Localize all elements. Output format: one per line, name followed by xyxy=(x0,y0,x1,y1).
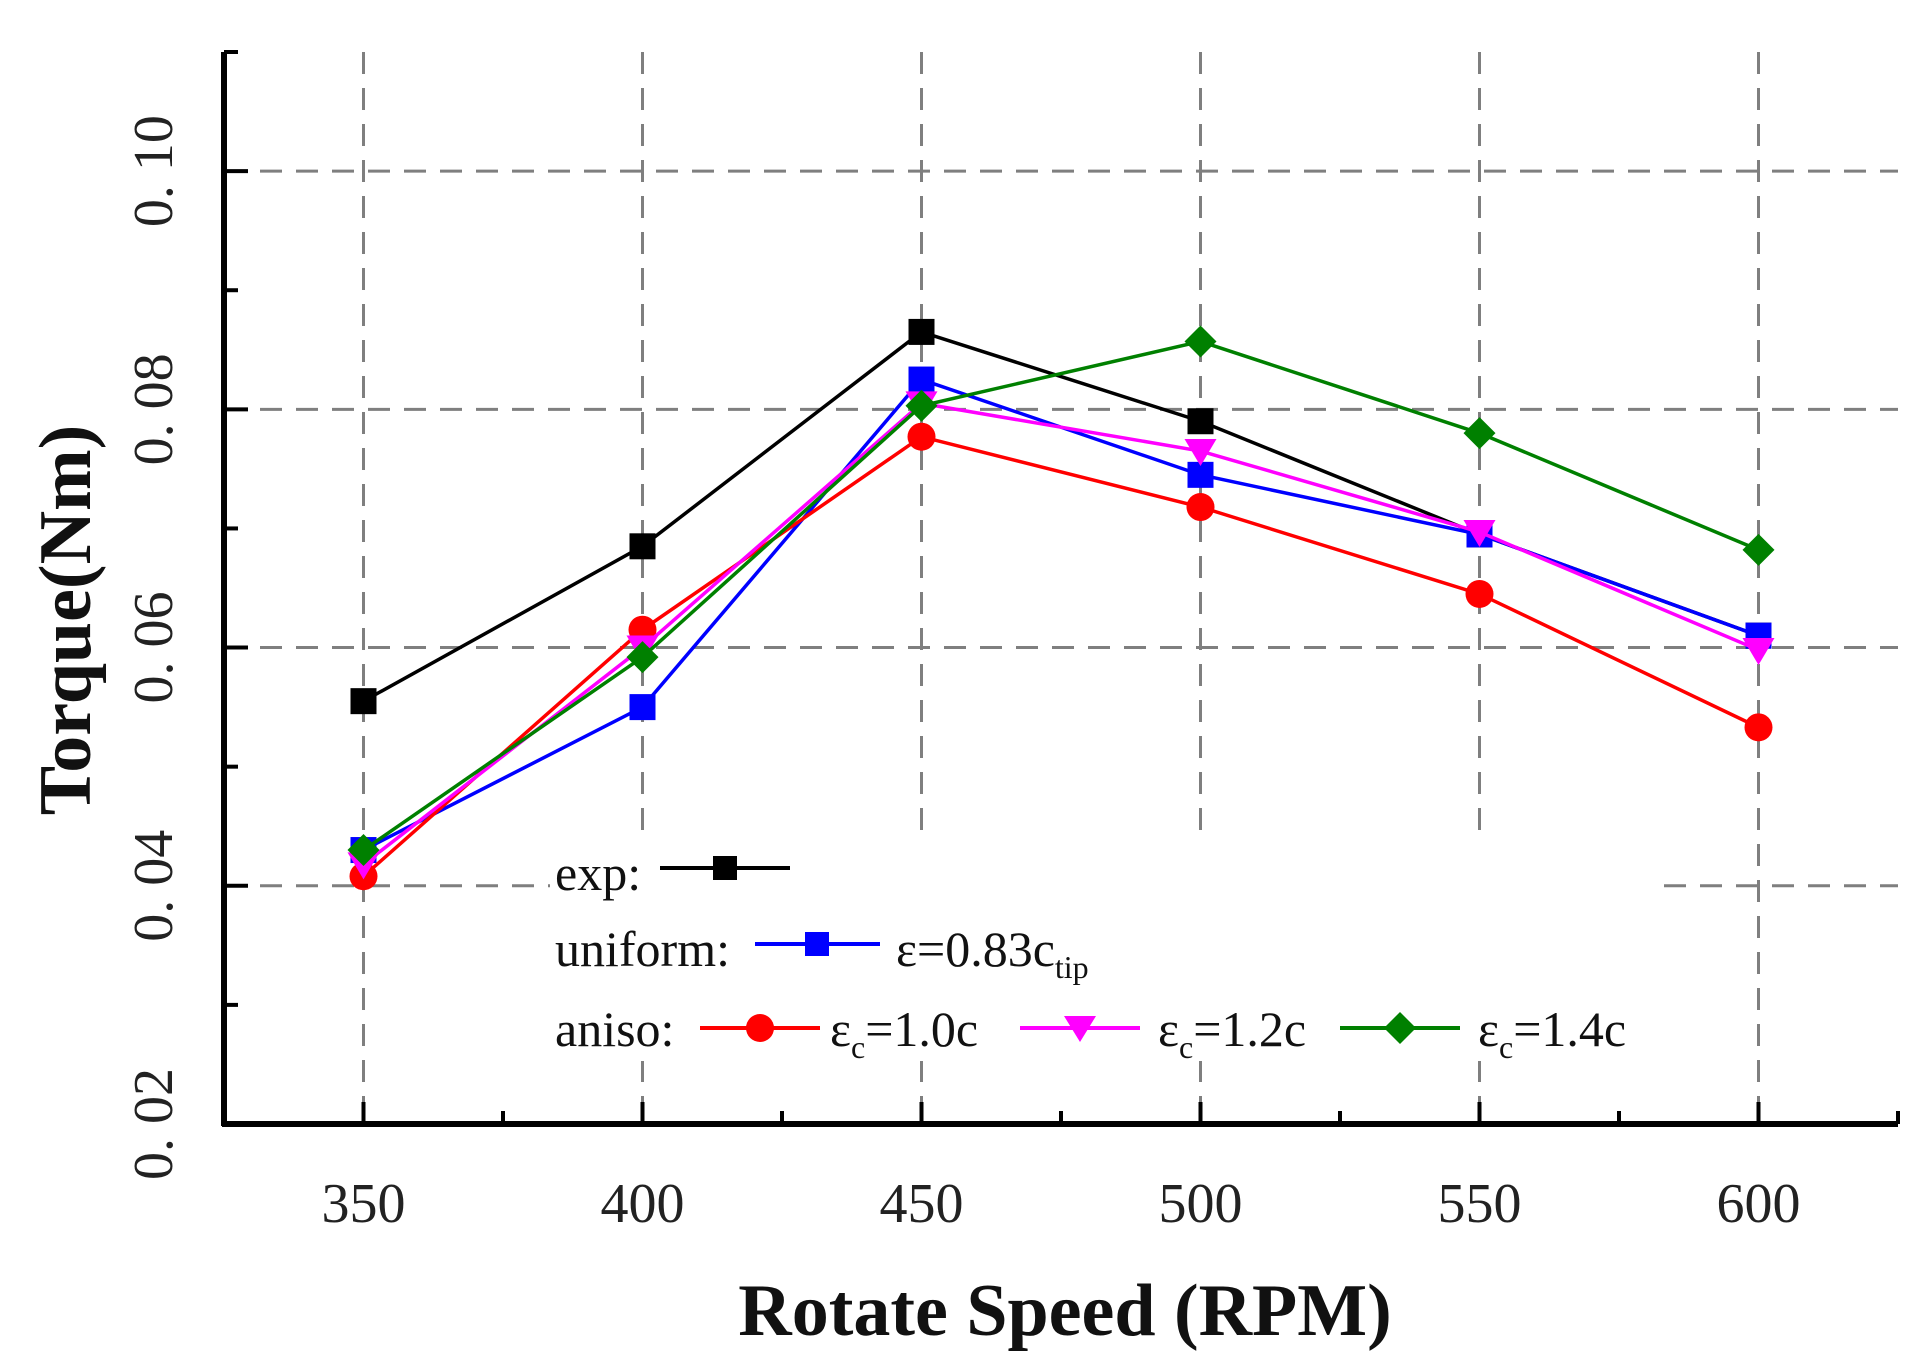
series-aniso10 xyxy=(350,423,1773,891)
y-tick-label-2: 0. 06 xyxy=(123,592,185,704)
x-tick-labels: 350 400 450 500 550 600 xyxy=(322,1173,1801,1235)
legend-entry-uniform-main: ε=0.83c xyxy=(896,921,1055,977)
legend-entry-aniso14-eps: ε xyxy=(1478,1001,1499,1057)
legend-marker-uniform xyxy=(805,932,829,956)
point-aniso14-500 xyxy=(1185,325,1217,357)
series-line-aniso10 xyxy=(364,437,1759,877)
point-exp-400 xyxy=(630,533,656,559)
legend-label-aniso: aniso: xyxy=(555,1001,674,1057)
y-tick-label-3: 0. 08 xyxy=(123,353,185,465)
x-tick-label-400: 400 xyxy=(601,1173,685,1235)
legend-entry-aniso12-sub: c xyxy=(1179,1029,1193,1065)
point-exp-350 xyxy=(351,688,377,714)
x-axis-title: Rotate Speed (RPM) xyxy=(738,1270,1392,1352)
series-layer xyxy=(348,319,1775,890)
legend-label-exp: exp: xyxy=(555,845,641,901)
legend-label-uniform: uniform: xyxy=(555,921,730,977)
point-aniso14-550 xyxy=(1464,417,1496,449)
x-tick-label-500: 500 xyxy=(1159,1173,1243,1235)
legend-entry-aniso10-sub: c xyxy=(851,1029,865,1065)
legend-entry-aniso10-eps: ε xyxy=(830,1001,851,1057)
point-aniso10-450 xyxy=(908,423,936,451)
series-aniso14 xyxy=(348,325,1775,866)
legend-entry-aniso12-rest: =1.2c xyxy=(1193,1001,1306,1057)
point-aniso14-600 xyxy=(1743,534,1775,566)
series-line-uniform xyxy=(364,380,1759,850)
legend-entry-aniso10-rest: =1.0c xyxy=(865,1001,978,1057)
legend-entry-aniso14-sub: c xyxy=(1499,1029,1513,1065)
point-aniso12-600 xyxy=(1743,638,1775,665)
x-tick-label-600: 600 xyxy=(1717,1173,1801,1235)
x-tick-label-350: 350 xyxy=(322,1173,406,1235)
torque-chart: exp: uniform: ε=0.83ctip aniso: εc=1.0c … xyxy=(0,0,1921,1364)
point-uniform-400 xyxy=(630,694,656,720)
y-tick-label-1: 0. 04 xyxy=(123,830,185,942)
point-aniso10-550 xyxy=(1466,580,1494,608)
point-exp-450 xyxy=(909,319,935,345)
legend-marker-exp xyxy=(713,856,737,880)
y-tick-labels: 0. 02 0. 04 0. 06 0. 08 0. 10 xyxy=(123,115,185,1180)
series-aniso12 xyxy=(348,391,1775,879)
y-tick-label-4: 0. 10 xyxy=(123,115,185,227)
point-uniform-450 xyxy=(909,367,935,393)
point-exp-500 xyxy=(1188,408,1214,434)
point-aniso10-600 xyxy=(1745,713,1773,741)
point-aniso10-500 xyxy=(1187,493,1215,521)
series-exp xyxy=(351,319,1772,714)
y-axis-title: Torque(Nm) xyxy=(25,425,107,816)
series-line-aniso14 xyxy=(364,341,1759,850)
series-uniform xyxy=(351,367,1772,863)
series-line-exp xyxy=(364,332,1759,701)
legend-entry-aniso14-rest: =1.4c xyxy=(1513,1001,1626,1057)
x-tick-label-550: 550 xyxy=(1438,1173,1522,1235)
legend-entry-aniso12-eps: ε xyxy=(1158,1001,1179,1057)
legend: exp: uniform: ε=0.83ctip aniso: εc=1.0c … xyxy=(550,835,1650,1065)
y-tick-label-0: 0. 02 xyxy=(123,1068,185,1180)
legend-entry-uniform-sub: tip xyxy=(1055,949,1089,985)
x-tick-label-450: 450 xyxy=(880,1173,964,1235)
legend-marker-aniso10 xyxy=(746,1014,774,1042)
